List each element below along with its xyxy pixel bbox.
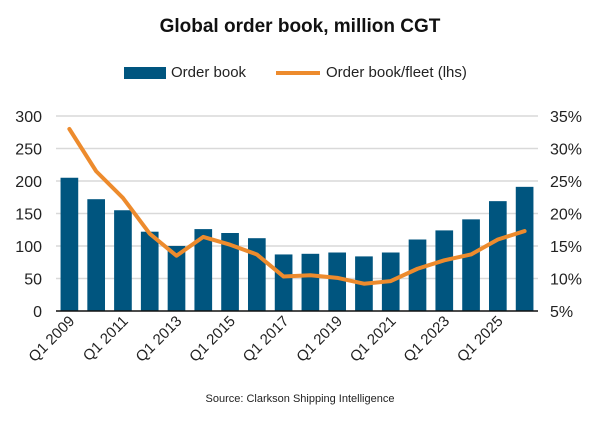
y-right-tick-label: 5% — [550, 304, 573, 321]
y-left-tick-label: 0 — [33, 304, 42, 321]
x-tick-label: Q1 2025 — [454, 313, 507, 366]
legend: Order book Order book/fleet (lhs) — [0, 64, 600, 84]
y-left-tick-label: 150 — [15, 207, 42, 224]
y-left-tick-label: 100 — [15, 239, 42, 256]
y-right-tick-label: 30% — [550, 142, 582, 159]
bar — [462, 219, 480, 311]
y-left-tick-label: 200 — [15, 174, 42, 191]
bar — [301, 253, 320, 311]
bar — [274, 254, 293, 311]
legend-swatch-bar — [124, 66, 166, 79]
x-tick-label: Q1 2021 — [347, 313, 400, 366]
bar — [60, 177, 79, 311]
bar — [435, 230, 454, 311]
chart-title: Global order book, million CGT — [159, 16, 441, 37]
y-right-tick-label: 10% — [550, 272, 582, 289]
legend-label: Order book/fleet (lhs) — [326, 64, 467, 81]
legend-item-order-book: Order book — [124, 64, 246, 81]
y-left-tick-label: 300 — [15, 109, 42, 126]
x-tick-label: Q1 2011 — [80, 313, 132, 365]
bar — [328, 252, 347, 311]
x-tick-label: Q1 2023 — [400, 313, 453, 366]
x-tick-label: Q1 2017 — [240, 313, 293, 366]
x-tick-label: Q1 2019 — [293, 313, 346, 366]
bar — [114, 210, 132, 311]
y-left-tick-label: 50 — [24, 272, 42, 289]
bar — [515, 186, 534, 311]
bar — [247, 238, 266, 311]
source-note: Source: Clarkson Shipping Intelligence — [205, 393, 395, 405]
bar — [140, 231, 159, 311]
bar — [167, 246, 186, 311]
y-right-tick-label: 20% — [550, 207, 582, 224]
y-right-tick-label: 35% — [550, 109, 582, 126]
bar — [408, 239, 427, 311]
legend-item-ratio: Order book/fleet (lhs) — [276, 64, 467, 81]
x-tick-label: Q1 2013 — [133, 313, 186, 366]
y-left-tick-label: 250 — [15, 142, 42, 159]
bar — [221, 233, 239, 311]
bar — [87, 199, 106, 311]
bar — [194, 229, 213, 311]
series-line — [67, 127, 527, 286]
x-tick-label: Q1 2015 — [186, 313, 239, 366]
legend-swatch-line — [276, 70, 320, 75]
y-right-tick-label: 15% — [550, 239, 582, 256]
bar — [488, 201, 507, 311]
y-right-tick-label: 25% — [550, 174, 582, 191]
legend-label: Order book — [171, 64, 247, 81]
